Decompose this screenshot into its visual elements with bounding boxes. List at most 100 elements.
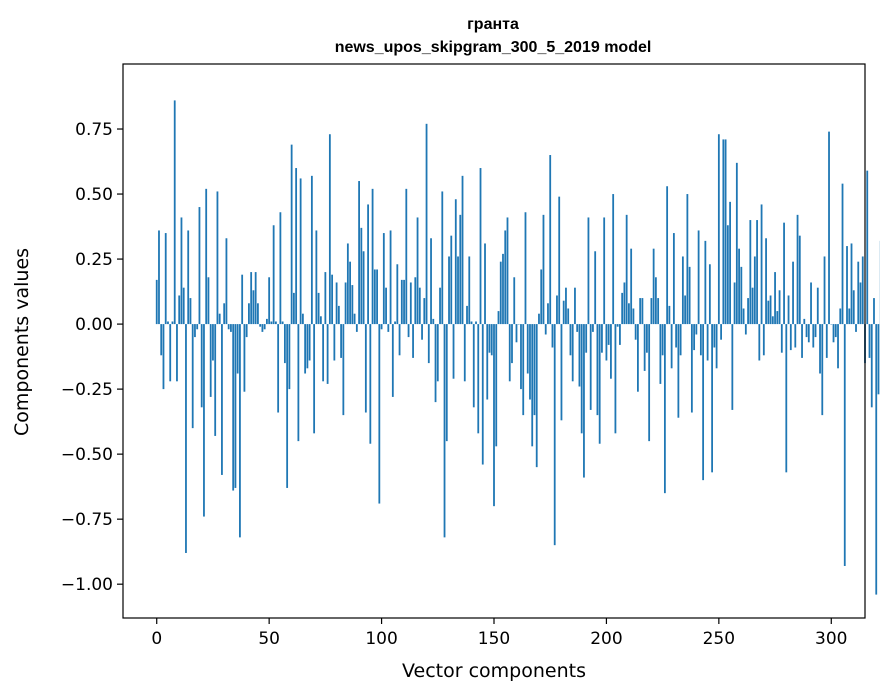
bar xyxy=(209,324,212,397)
bar xyxy=(477,324,480,434)
bar xyxy=(542,214,545,325)
bar xyxy=(405,188,408,325)
bar xyxy=(279,212,282,325)
bar xyxy=(283,324,286,364)
bar xyxy=(531,324,534,447)
bar xyxy=(236,324,239,374)
bar xyxy=(216,191,219,325)
bar xyxy=(753,256,756,325)
bar xyxy=(735,162,738,325)
bar xyxy=(771,316,774,325)
bar xyxy=(807,324,810,343)
bar xyxy=(722,139,725,325)
bar xyxy=(407,324,410,338)
bar xyxy=(816,287,819,325)
bar xyxy=(189,298,192,325)
bar xyxy=(861,256,864,325)
bar xyxy=(747,298,749,325)
bar xyxy=(583,324,585,478)
bar xyxy=(713,324,716,348)
bar xyxy=(686,194,689,325)
bar xyxy=(362,251,365,325)
bar xyxy=(823,256,826,325)
bar xyxy=(695,324,698,335)
bar xyxy=(522,324,525,416)
bar xyxy=(470,321,473,325)
bar xyxy=(526,324,529,374)
bar xyxy=(679,324,682,356)
bar xyxy=(780,324,783,353)
bar xyxy=(576,324,579,332)
bar xyxy=(292,292,295,325)
bar xyxy=(769,295,772,325)
bar xyxy=(731,324,734,410)
bar xyxy=(495,324,498,447)
bar xyxy=(801,324,803,358)
bar xyxy=(254,272,257,325)
bar xyxy=(337,305,340,325)
bar xyxy=(643,324,646,371)
bar xyxy=(848,308,851,325)
bar xyxy=(846,246,848,325)
bar xyxy=(690,324,693,413)
bar xyxy=(798,235,801,325)
bar xyxy=(214,324,217,436)
bar xyxy=(335,282,338,325)
bar xyxy=(796,214,799,325)
bar xyxy=(427,324,430,364)
bar xyxy=(648,324,651,442)
bar xyxy=(580,324,583,434)
bar xyxy=(740,266,743,325)
bar xyxy=(454,199,457,325)
bar xyxy=(475,321,477,325)
bar xyxy=(663,324,666,494)
bar xyxy=(398,324,401,356)
bar xyxy=(306,324,309,369)
bar xyxy=(630,248,633,325)
bar xyxy=(567,308,570,325)
bar xyxy=(369,324,372,444)
bar xyxy=(751,287,754,325)
bar xyxy=(814,324,817,338)
bar xyxy=(610,324,612,379)
bar xyxy=(562,300,565,325)
bar xyxy=(313,324,316,434)
bar xyxy=(425,123,428,325)
bar xyxy=(351,285,354,325)
bar xyxy=(607,324,610,345)
bar xyxy=(553,324,556,546)
y-tick-label: −0.75 xyxy=(61,510,113,530)
bar xyxy=(418,287,421,325)
bar xyxy=(670,324,673,369)
bar xyxy=(502,253,504,325)
bar xyxy=(394,321,396,325)
bar xyxy=(468,256,471,325)
bar xyxy=(353,313,356,325)
bar xyxy=(160,324,163,356)
bar xyxy=(720,324,722,340)
x-tick-label: 250 xyxy=(703,629,735,649)
bar xyxy=(286,324,289,488)
bar xyxy=(877,324,880,395)
bar xyxy=(171,321,174,325)
y-axis-ticks: 0.75 0.50 0.25 0.00 −0.25 −0.50 −0.75 −1.00 xyxy=(61,120,123,595)
x-axis-ticks: 0 50 100 150 200 250 300 xyxy=(151,618,847,649)
bar xyxy=(646,324,648,353)
bar xyxy=(385,287,387,325)
bar xyxy=(317,292,320,325)
bar xyxy=(218,313,221,325)
bar xyxy=(767,300,770,325)
bar xyxy=(778,290,781,325)
bar xyxy=(688,266,691,325)
bar xyxy=(650,298,653,325)
bar xyxy=(212,324,214,361)
bar xyxy=(677,324,680,418)
bar xyxy=(717,134,720,325)
bar xyxy=(839,308,842,325)
bar xyxy=(621,292,624,325)
bar xyxy=(592,324,594,332)
bar xyxy=(538,313,540,325)
x-tick-label: 100 xyxy=(365,629,397,649)
bar xyxy=(301,313,304,325)
bar xyxy=(434,324,437,403)
